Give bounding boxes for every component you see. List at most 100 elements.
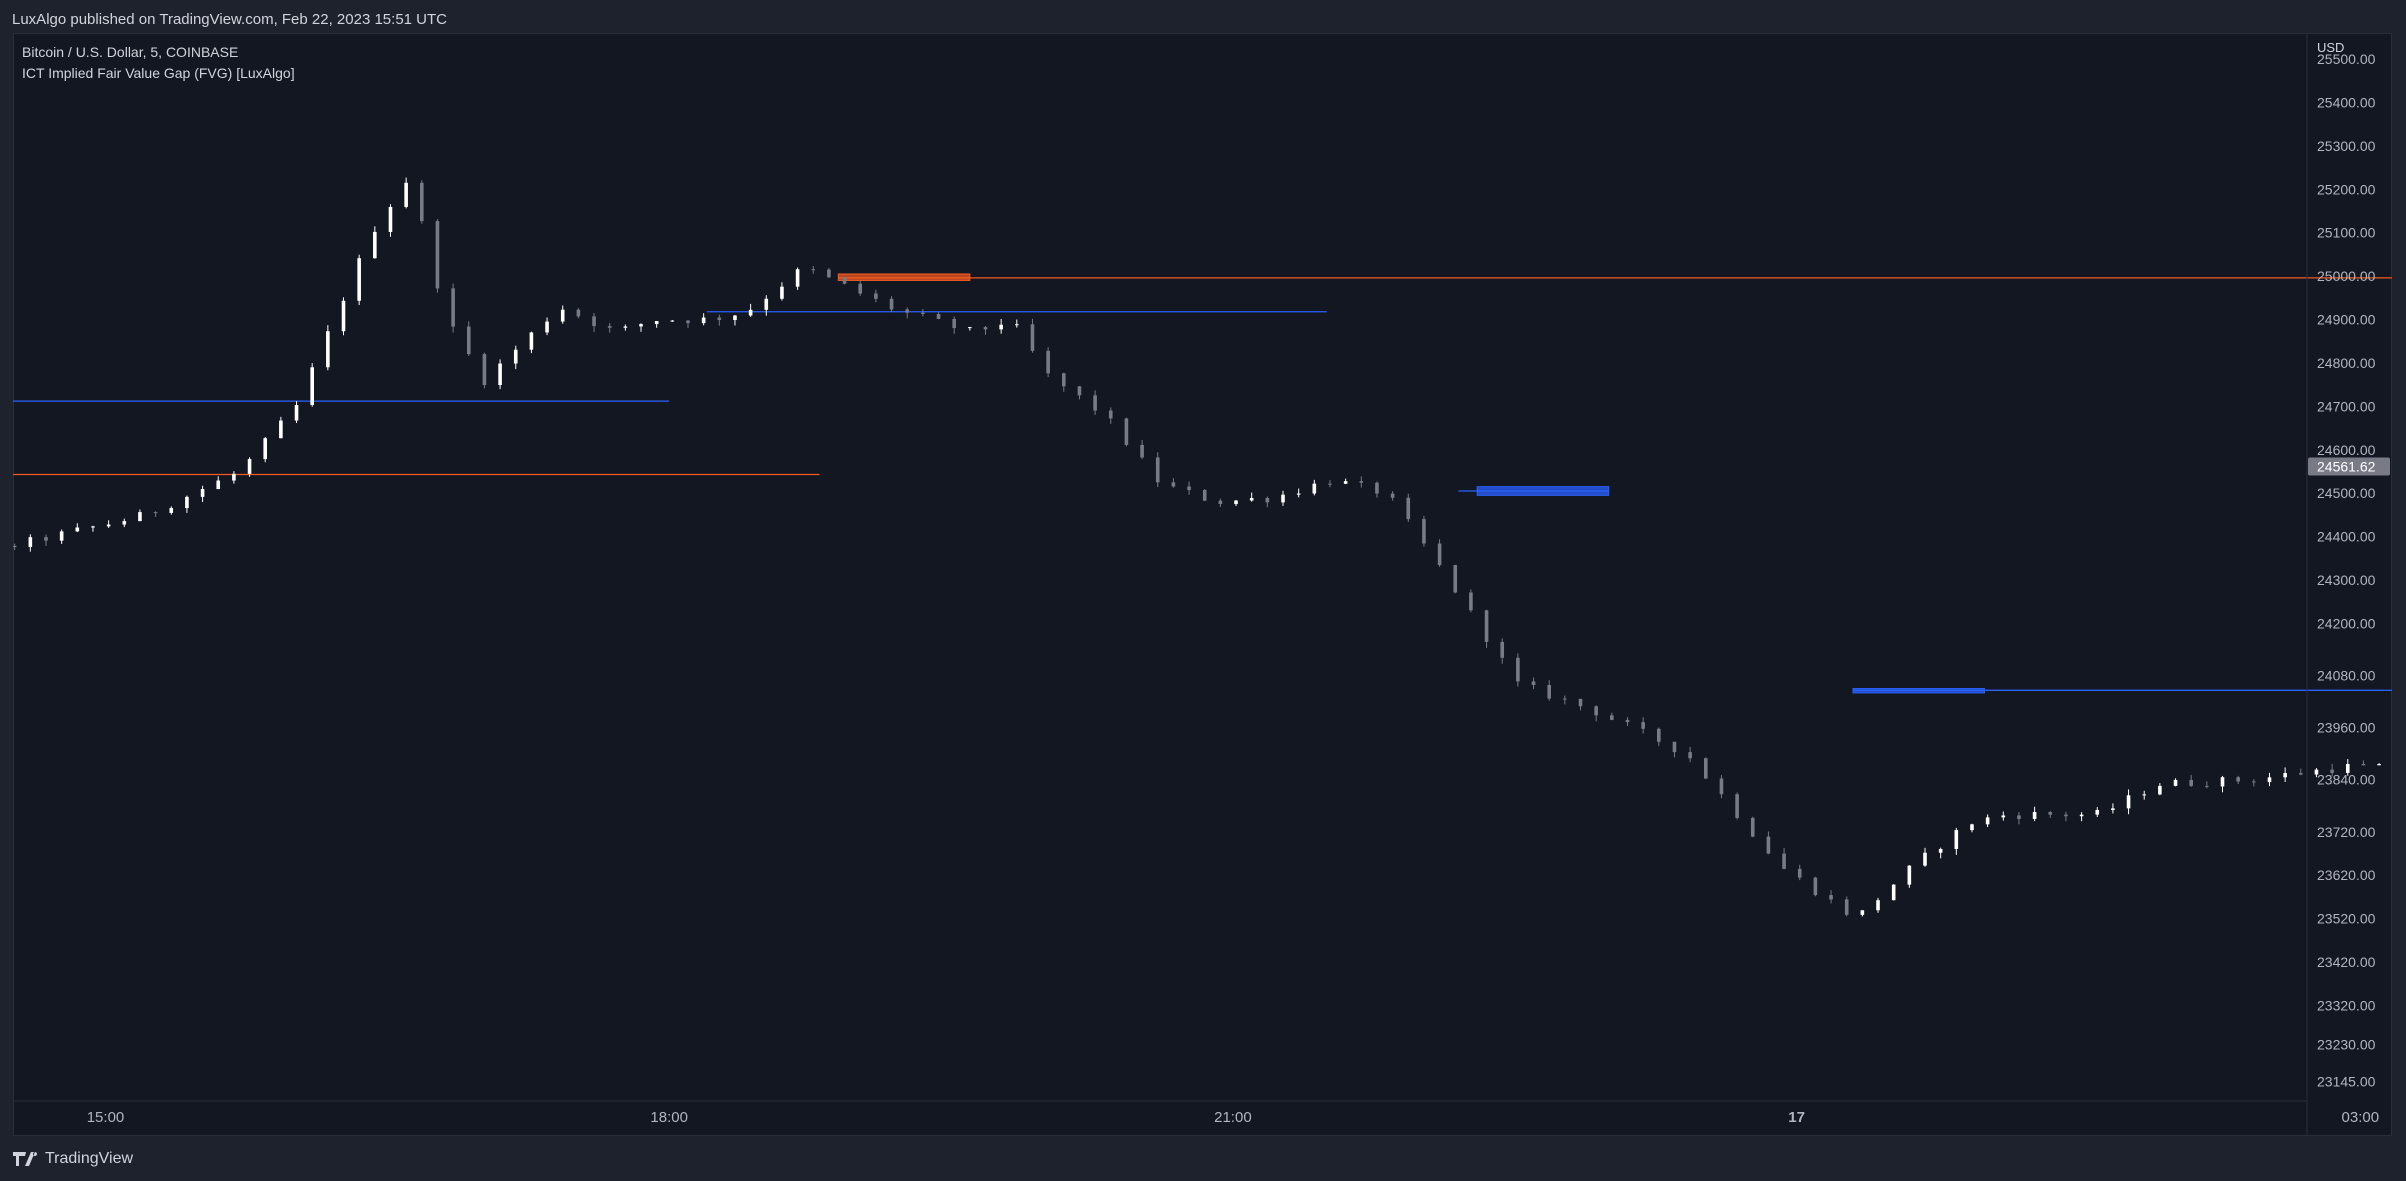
candle-body xyxy=(1610,715,1614,720)
candle-body xyxy=(2017,815,2021,819)
bottom-bar xyxy=(0,1136,2406,1181)
symbol-legend[interactable]: Bitcoin / U.S. Dollar, 5, COINBASE xyxy=(22,44,239,60)
candle-body xyxy=(1046,350,1050,374)
candle-body xyxy=(1954,830,1959,850)
candle-body xyxy=(1469,592,1473,611)
candle-body xyxy=(498,363,502,386)
candle-body xyxy=(811,269,816,271)
candle-body xyxy=(780,286,784,299)
candle-body xyxy=(717,317,722,321)
candle-body xyxy=(607,326,612,328)
candle-body xyxy=(247,459,252,474)
candle-body xyxy=(1578,698,1583,707)
candle-body xyxy=(1563,698,1567,700)
candle-body xyxy=(435,221,440,289)
candle-body xyxy=(2220,777,2225,787)
candle-body xyxy=(529,332,534,350)
candle-body xyxy=(404,182,408,207)
candle-body xyxy=(2377,764,2381,766)
y-tick-label: 25400.00 xyxy=(2317,94,2376,110)
bullish-fvg-box xyxy=(1476,486,1610,496)
candle-body xyxy=(2142,794,2147,796)
y-tick-label: 25100.00 xyxy=(2317,225,2376,241)
candle-body xyxy=(1406,497,1411,520)
y-tick-label: 23720.00 xyxy=(2317,824,2376,840)
candle-body xyxy=(1547,685,1551,699)
chart-panel[interactable] xyxy=(13,33,2392,1136)
top-bar: LuxAlgo published on TradingView.com, Fe… xyxy=(0,0,2406,36)
x-tick-label: 21:00 xyxy=(1214,1109,1252,1126)
candle-body xyxy=(592,316,596,327)
candle-body xyxy=(1657,728,1661,742)
candle-body xyxy=(169,508,174,513)
candle-body xyxy=(999,324,1003,330)
candle-body xyxy=(1938,849,1943,853)
y-tick-label: 25500.00 xyxy=(2317,51,2376,67)
candle-body xyxy=(1876,900,1880,911)
candle-body xyxy=(106,524,111,527)
candle-body xyxy=(2236,777,2240,782)
candle-body xyxy=(1422,519,1426,544)
candle-body xyxy=(1985,817,1990,825)
candle-body xyxy=(1453,565,1458,593)
candle-body xyxy=(748,309,753,316)
candle-body xyxy=(1140,444,1144,458)
candle-body xyxy=(466,326,471,355)
candle-body xyxy=(639,324,643,327)
candle-body xyxy=(968,327,972,329)
candle-body xyxy=(576,309,581,317)
candle-body xyxy=(2252,781,2256,783)
candle-body xyxy=(185,496,189,509)
candle-body xyxy=(1061,373,1066,387)
indicator-legend[interactable]: ICT Implied Fair Value Gap (FVG) [LuxAlg… xyxy=(22,65,295,81)
candle-body xyxy=(1500,641,1505,658)
candle-body xyxy=(545,321,549,333)
candle-body xyxy=(1359,481,1364,483)
tradingview-brand[interactable]: TradingView xyxy=(13,1150,133,1168)
candle-body xyxy=(560,309,565,322)
candle-body xyxy=(2361,763,2366,766)
candle-body xyxy=(419,182,424,222)
candle-body xyxy=(122,521,127,525)
candle-body xyxy=(1155,457,1160,483)
candle-body xyxy=(2079,814,2084,817)
candle-body xyxy=(2267,777,2272,783)
y-tick-label: 23420.00 xyxy=(2317,954,2376,970)
candle-body xyxy=(513,349,518,364)
candle-body xyxy=(75,527,80,532)
candle-body xyxy=(1703,758,1708,779)
candle-body xyxy=(1594,706,1598,716)
candle-body xyxy=(1516,657,1520,682)
candle-body xyxy=(1719,778,1724,795)
candle-body xyxy=(2173,779,2178,786)
candle-body xyxy=(952,318,956,329)
y-tick-label: 24700.00 xyxy=(2317,398,2376,414)
candle-body xyxy=(44,537,48,541)
y-tick-label: 25200.00 xyxy=(2317,181,2376,197)
candle-body xyxy=(326,331,330,368)
candle-body xyxy=(2189,779,2193,786)
candle-body xyxy=(1108,410,1113,419)
y-tick-label: 23320.00 xyxy=(2317,997,2376,1013)
candle-body xyxy=(1265,498,1270,503)
candle-body xyxy=(451,288,455,327)
candle-body xyxy=(1923,852,1927,866)
candle-body xyxy=(670,320,675,322)
candle-body xyxy=(1234,500,1238,505)
candle-body xyxy=(795,269,800,287)
candle-body xyxy=(889,298,894,310)
candle-body xyxy=(138,512,142,522)
candle-body xyxy=(1750,817,1755,837)
candle-body xyxy=(1312,483,1317,494)
candle-body xyxy=(733,315,737,321)
candle-body xyxy=(13,545,17,548)
x-tick-label: 17 xyxy=(1788,1109,1805,1126)
candle-body xyxy=(874,293,878,299)
candle-body xyxy=(1688,752,1692,759)
candle-body xyxy=(827,269,831,278)
candle-body xyxy=(2283,773,2287,778)
candle-body xyxy=(1891,884,1896,901)
candle-body xyxy=(1202,490,1207,501)
candle-body xyxy=(1813,877,1818,896)
